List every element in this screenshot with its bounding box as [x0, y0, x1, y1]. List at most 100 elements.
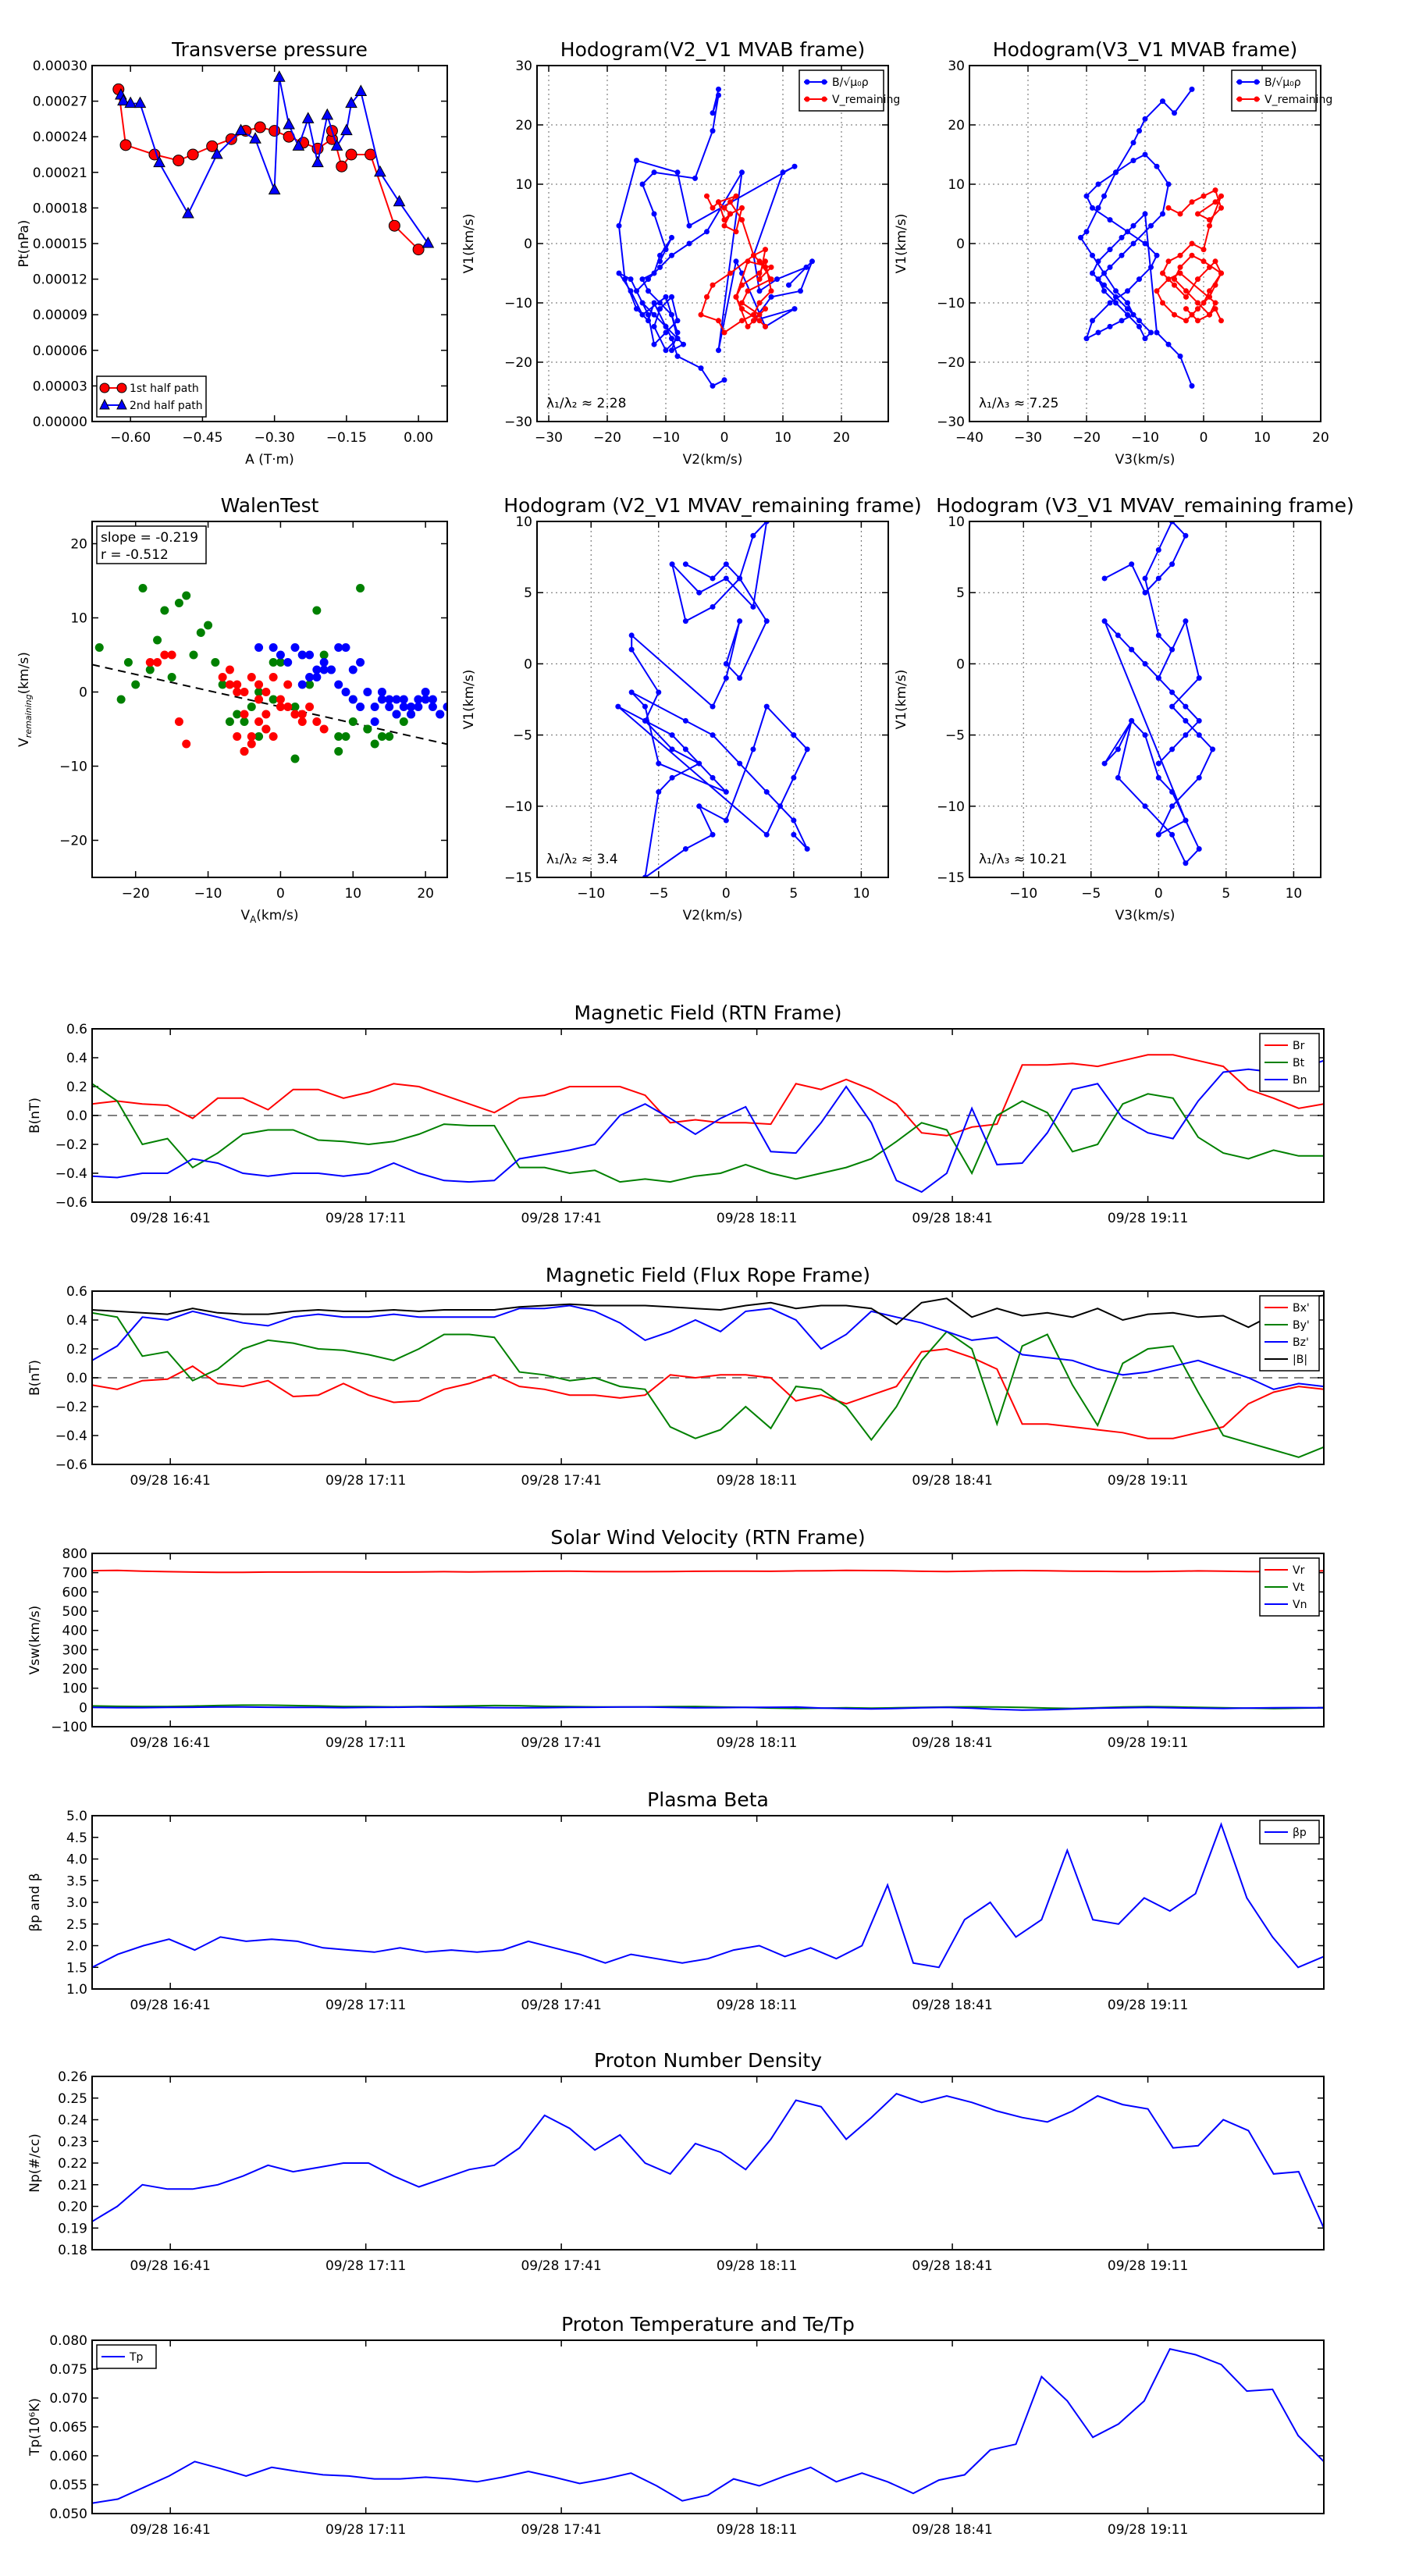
data-point	[669, 774, 675, 781]
data-point	[1154, 252, 1160, 258]
data-point	[750, 746, 756, 753]
plot-frame	[536, 521, 889, 878]
data-point	[1183, 288, 1189, 294]
data-point	[1183, 318, 1189, 324]
data-point	[247, 739, 256, 749]
data-point	[1207, 264, 1212, 270]
x-tick-label: 09/28 19:11	[1108, 1998, 1188, 2013]
data-point	[739, 300, 745, 306]
fit-line	[92, 664, 447, 745]
data-point	[1195, 318, 1200, 324]
chart-transverse: Transverse pressure 0.00000 0.00003 0.00006…	[16, 38, 448, 468]
y-tick-label: 20	[515, 118, 532, 133]
data-point	[377, 732, 386, 741]
data-point	[1177, 252, 1183, 258]
y-tick-label: 0.19	[58, 2221, 87, 2236]
y-tick-label: 0.00006	[33, 343, 87, 359]
data-point	[723, 789, 729, 795]
y-tick-label: 0.6	[66, 1284, 87, 1300]
data-point	[1083, 336, 1090, 342]
y-tick-label: 0.00000	[33, 415, 87, 430]
annotation-text: λ₁/λ₂ ≈ 3.4	[546, 852, 618, 867]
legend-marker	[821, 79, 827, 85]
data-point	[1154, 329, 1160, 336]
data-point	[1169, 646, 1176, 653]
data-point	[1177, 353, 1183, 359]
data-point	[663, 329, 669, 336]
data-point	[723, 817, 729, 824]
data-point	[312, 673, 322, 681]
data-point	[1113, 294, 1119, 300]
legend-label: V_remaining	[832, 94, 900, 106]
y-tick-label: −20	[504, 355, 532, 371]
series-B/√μ₀ρ	[1078, 86, 1195, 389]
data-point	[663, 247, 669, 253]
data-point	[657, 300, 663, 306]
data-point	[247, 703, 256, 711]
data-point	[305, 680, 315, 689]
y-tick-label: 0	[956, 237, 965, 252]
series-line	[92, 1083, 1324, 1183]
data-point	[261, 688, 271, 696]
data-point	[1212, 258, 1218, 265]
data-point	[138, 584, 148, 592]
x-tick-label: −30	[535, 430, 563, 446]
data-point	[356, 703, 365, 711]
data-point	[791, 774, 797, 781]
data-point	[254, 680, 264, 689]
data-point	[686, 240, 692, 247]
data-point	[1125, 300, 1130, 306]
data-point	[1196, 732, 1202, 738]
series-Bz'	[92, 1304, 1324, 1390]
data-point	[803, 264, 809, 270]
data-point	[1142, 211, 1148, 217]
data-point	[1169, 746, 1176, 753]
x-tick-label: −0.15	[326, 430, 367, 446]
y-axis-label: V1(km/s)	[461, 214, 477, 274]
data-point	[1142, 575, 1148, 582]
data-point	[646, 288, 651, 294]
chart-title: Hodogram(V2_V1 MVAB frame)	[560, 38, 865, 61]
data-point	[385, 703, 394, 711]
y-tick-label: −10	[59, 760, 87, 775]
x-tick-label: 09/28 19:11	[1108, 2258, 1188, 2274]
data-point	[1136, 318, 1142, 324]
series-line	[119, 77, 429, 244]
data-point	[269, 732, 278, 741]
data-point	[1212, 187, 1218, 194]
y-tick-label: 5	[524, 585, 532, 601]
data-point	[639, 276, 646, 283]
x-tick-label: 09/28 16:41	[130, 1473, 210, 1489]
data-point	[809, 258, 815, 265]
y-tick-label: 0.050	[49, 2507, 87, 2522]
data-point	[768, 264, 774, 270]
legend-marker	[1236, 96, 1243, 102]
data-point	[334, 643, 343, 652]
x-tick-label: −20	[1072, 430, 1101, 446]
data-point	[651, 311, 657, 318]
tspan: (km/s)	[16, 652, 32, 694]
chart-hodo_v3_mvav: Hodogram (V3_V1 MVAV_remaining frame) −15…	[894, 494, 1354, 923]
data-point	[319, 724, 329, 734]
tspan: remaining	[23, 694, 34, 738]
plot-frame	[969, 521, 1321, 878]
data-point	[710, 774, 716, 781]
data-point	[710, 703, 716, 710]
data-point	[1155, 675, 1161, 681]
data-point	[1183, 817, 1189, 824]
data-point	[319, 658, 329, 667]
data-point	[290, 710, 300, 719]
series-Bn	[92, 1059, 1324, 1194]
data-point	[751, 252, 756, 258]
chart-title: Plasma Beta	[647, 1788, 769, 1811]
legend: Bx' By' Bz' |B|	[1259, 1295, 1320, 1372]
data-point	[1119, 234, 1125, 240]
data-point	[791, 163, 798, 169]
series-V_remaining	[698, 193, 774, 336]
x-axis-label: V2(km/s)	[683, 908, 743, 923]
chart-title: Solar Wind Velocity (RTN Frame)	[550, 1526, 865, 1549]
data-point	[716, 199, 721, 205]
y-tick-label: 0.18	[58, 2243, 87, 2258]
y-tick-label: −0.2	[55, 1137, 87, 1153]
y-tick-label: 0.23	[58, 2134, 87, 2150]
